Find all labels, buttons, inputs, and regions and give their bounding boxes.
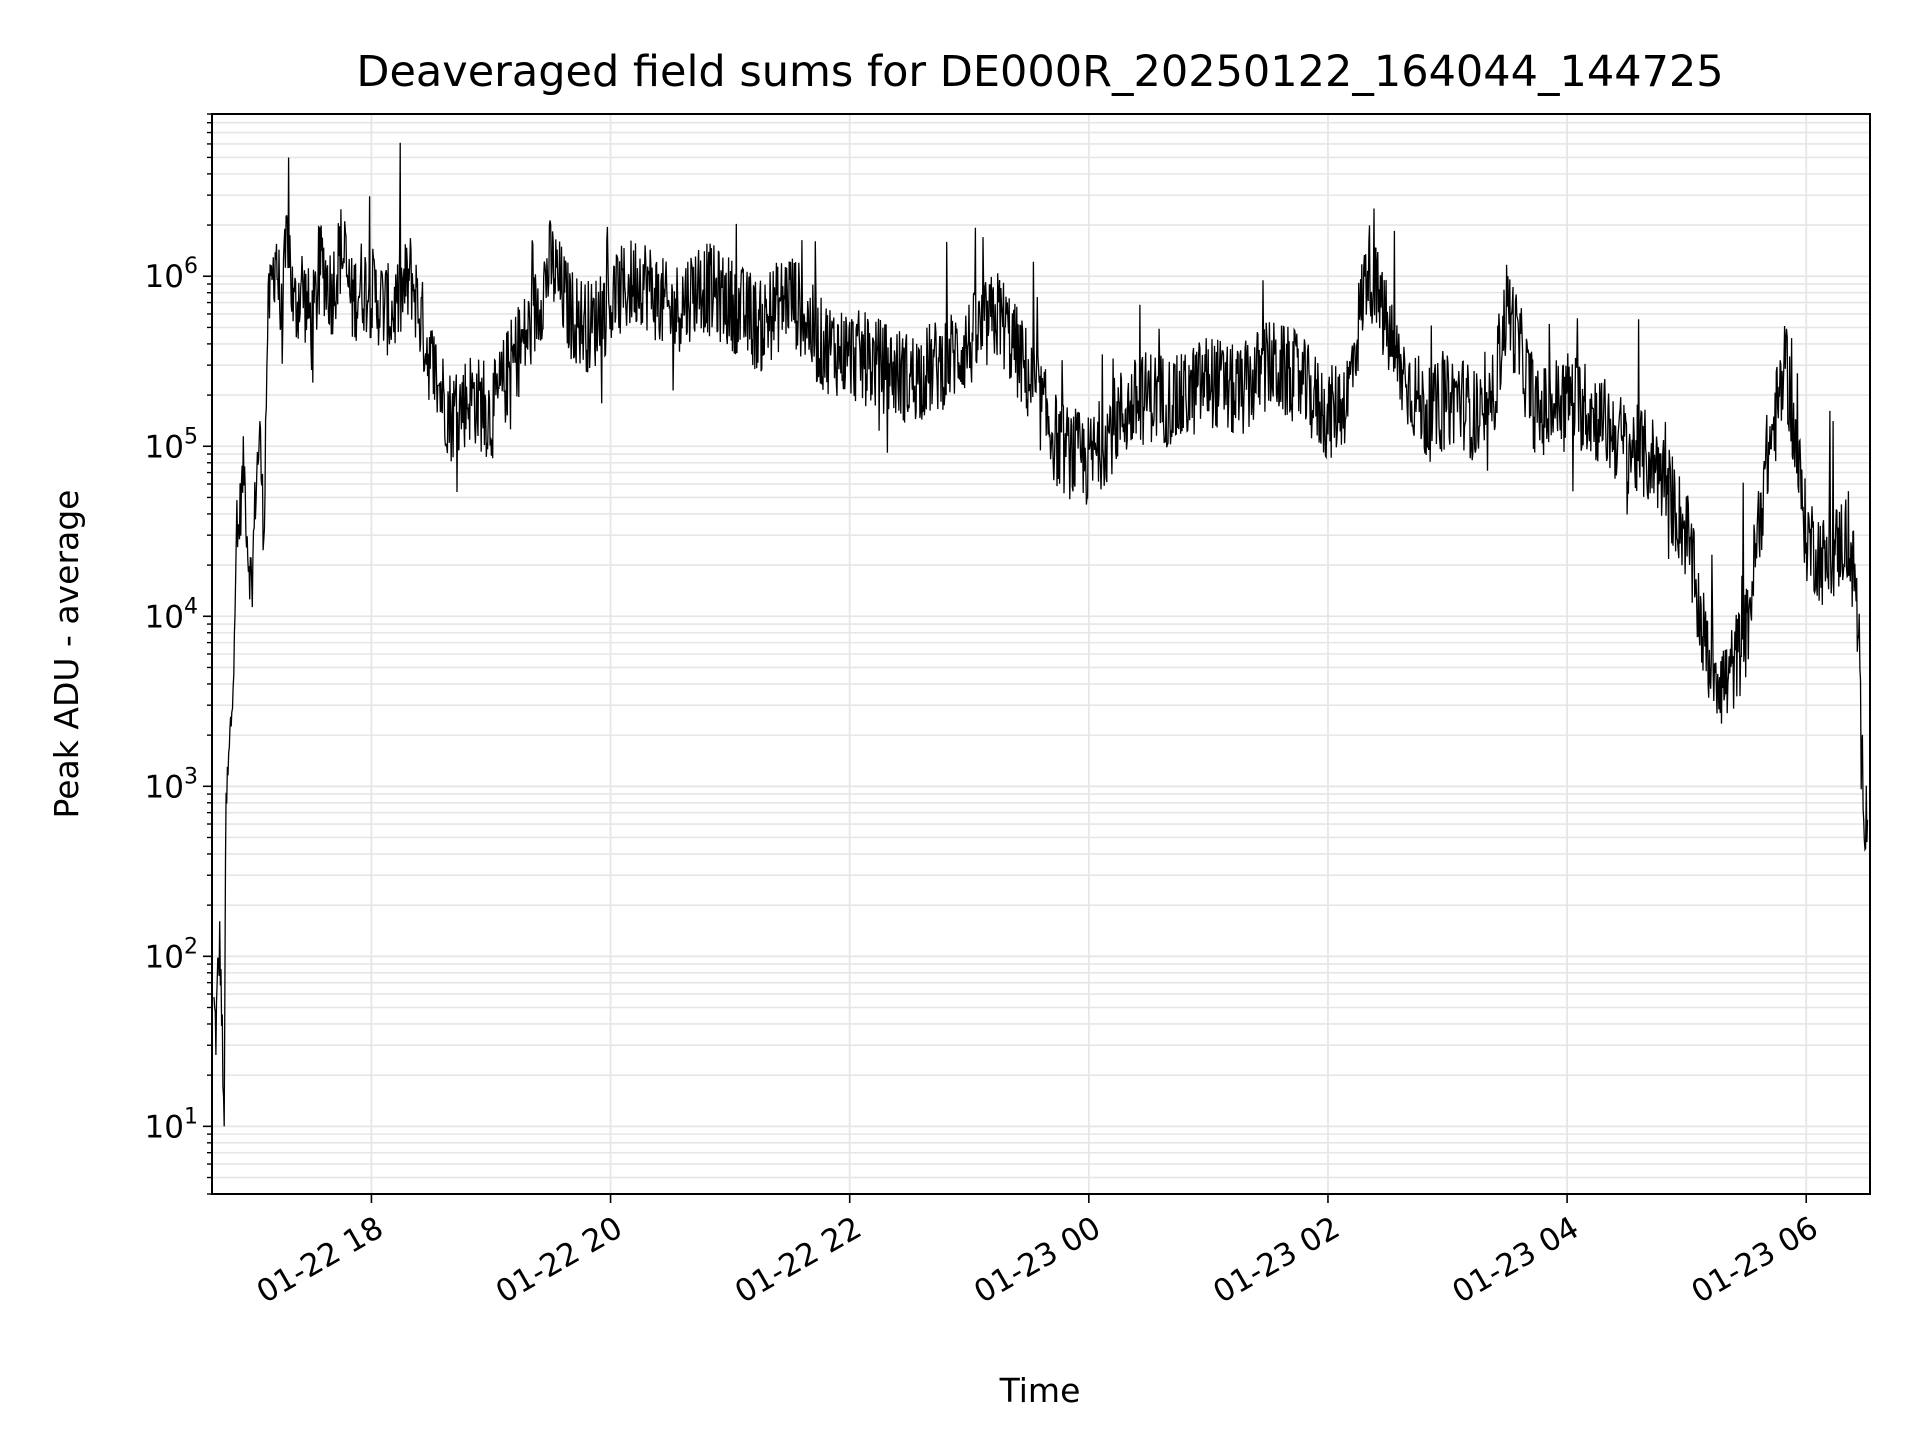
grid-major [212, 114, 1870, 1194]
y-tick-label: 105 [145, 424, 198, 465]
y-tick-label: 106 [145, 254, 198, 295]
y-tick-label: 102 [145, 934, 198, 975]
y-tick-label: 103 [145, 764, 198, 805]
y-tick-label: 104 [145, 594, 198, 635]
chart-title: Deaveraged field sums for DE000R_2025012… [356, 47, 1723, 97]
x-axis-title: Time [999, 1371, 1081, 1410]
grid-minor [212, 113, 1870, 1195]
series-line [213, 142, 1869, 1127]
y-tick-label: 101 [145, 1104, 198, 1145]
y-axis: 101 102 103 104 105 106 [145, 113, 212, 1195]
y-axis-title: Peak ADU - average [47, 490, 86, 819]
